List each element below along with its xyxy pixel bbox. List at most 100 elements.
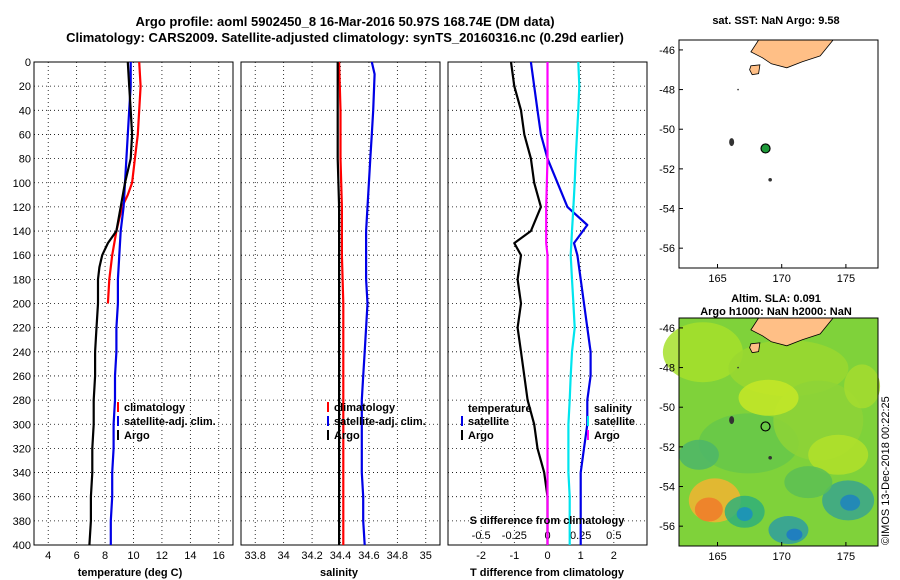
legend-temperature-title: temperature bbox=[468, 403, 532, 415]
map-x-tick-label: 175 bbox=[837, 551, 855, 563]
map-frame bbox=[678, 317, 879, 547]
map-y-tick-label: -48 bbox=[659, 363, 675, 375]
snares-islands bbox=[737, 88, 739, 91]
depth-tick-label: 320 bbox=[13, 443, 31, 455]
map-x-tick-label: 165 bbox=[708, 551, 726, 563]
series-line-climatology bbox=[338, 61, 345, 545]
map-x-tick-label: 165 bbox=[708, 273, 726, 285]
legend-argo-label: Argo bbox=[124, 430, 150, 442]
series-line-temperature-satellite bbox=[529, 61, 592, 545]
series-line-temperature-argo bbox=[509, 61, 549, 545]
x-tick-label: -1 bbox=[509, 550, 519, 562]
map-y-tick-label: -46 bbox=[659, 45, 675, 57]
sla-patch bbox=[698, 413, 799, 474]
map-top-title: sat. SST: NaN Argo: 9.58 bbox=[712, 15, 839, 27]
series-line-salinity-argo bbox=[545, 62, 549, 545]
difference-legend: temperature satellite Argo salinity sate… bbox=[461, 403, 635, 442]
depth-tick-label: 20 bbox=[19, 81, 31, 93]
depth-tick-label: 360 bbox=[13, 492, 31, 504]
legend-satellite-label: satellite-adj. clim. bbox=[334, 416, 426, 428]
x-tick-label: 16 bbox=[213, 550, 225, 562]
new-zealand-land bbox=[750, 39, 834, 69]
map-top: -46 -48 -50 -52 -54 -56 165 170 175 bbox=[659, 39, 879, 285]
x-tick-label: 6 bbox=[74, 550, 80, 562]
figure-title-line2: Climatology: CARS2009. Satellite-adjuste… bbox=[66, 30, 624, 45]
depth-tick-label: 120 bbox=[13, 202, 31, 214]
x-tick-label: 35 bbox=[420, 550, 432, 562]
depth-tick-label: 80 bbox=[19, 154, 31, 166]
imos-stamp: ©IMOS 13-Dec-2018 00:22:25 bbox=[880, 396, 892, 545]
x-tick-label: 0 bbox=[544, 550, 550, 562]
auckland-islands bbox=[729, 416, 735, 425]
depth-tick-label: 220 bbox=[13, 323, 31, 335]
new-zealand-land bbox=[750, 317, 834, 347]
x-tick-label: 8 bbox=[102, 550, 108, 562]
x-tick-label: 34 bbox=[278, 550, 290, 562]
map-x-tick-label: 170 bbox=[773, 273, 791, 285]
x-tick-label: 33.8 bbox=[245, 550, 266, 562]
salinity-panel: 33.8 34 34.2 34.4 34.6 34.8 35 bbox=[240, 61, 441, 562]
series-line-satellite-adj-clim- bbox=[109, 62, 132, 545]
depth-tick-label: 240 bbox=[13, 347, 31, 359]
depth-tick-label: 340 bbox=[13, 468, 31, 480]
depth-tick-label: 100 bbox=[13, 178, 31, 190]
sla-patch bbox=[840, 494, 861, 511]
map-y-tick-label: -54 bbox=[659, 204, 675, 216]
x2-tick-label: -0.5 bbox=[472, 530, 491, 542]
x-tick-label: 34.8 bbox=[387, 550, 408, 562]
map-x-tick-label: 175 bbox=[837, 273, 855, 285]
depth-tick-label: 300 bbox=[13, 419, 31, 431]
series-line-satellite-adj-clim- bbox=[360, 61, 376, 546]
sla-patch bbox=[736, 507, 753, 522]
argo-position-marker bbox=[760, 421, 771, 432]
depth-tick-label: 260 bbox=[13, 371, 31, 383]
sla-patch bbox=[768, 516, 809, 545]
sla-patch bbox=[738, 379, 799, 416]
depth-tick-label: 140 bbox=[13, 226, 31, 238]
x-tick-label: 34.2 bbox=[301, 550, 322, 562]
x-tick-label: 10 bbox=[127, 550, 139, 562]
map-bottom-title-line1: Altim. SLA: 0.091 bbox=[731, 293, 821, 305]
legend-t-argo-label: Argo bbox=[468, 430, 494, 442]
legend-salinity-title: salinity bbox=[594, 403, 633, 415]
map-y-tick-label: -48 bbox=[659, 85, 675, 97]
salinity-legend: climatology satellite-adj. clim. Argo bbox=[327, 402, 426, 442]
stewart-island bbox=[749, 342, 761, 354]
sla-patch bbox=[694, 497, 723, 522]
map-bottom-title-line2: Argo h1000: NaN h2000: NaN bbox=[700, 306, 852, 318]
x-tick-label: 34.6 bbox=[358, 550, 379, 562]
map-y-tick-label: -56 bbox=[659, 243, 675, 255]
x-tick-label: -2 bbox=[476, 550, 486, 562]
map-y-tick-label: -52 bbox=[659, 164, 675, 176]
map-y-tick-label: -52 bbox=[659, 442, 675, 454]
depth-tick-label: 0 bbox=[25, 57, 31, 69]
temperature-panel: 0 20 40 60 80 100 120 140 160 180 200 220 240 260 280 3… bbox=[13, 57, 234, 562]
series-line-argo bbox=[336, 62, 341, 545]
map-y-tick-label: -54 bbox=[659, 482, 675, 494]
sla-patch bbox=[786, 528, 803, 541]
salinity-xlabel: salinity bbox=[320, 567, 359, 579]
depth-tick-label: 280 bbox=[13, 395, 31, 407]
stewart-island bbox=[749, 64, 761, 76]
sla-patch bbox=[784, 466, 833, 499]
x-tick-label: 2 bbox=[611, 550, 617, 562]
difference-xlabel2: S difference from climatology bbox=[470, 515, 626, 527]
map-y-tick-label: -50 bbox=[659, 402, 675, 414]
x-tick-label: 12 bbox=[156, 550, 168, 562]
depth-tick-label: 60 bbox=[19, 129, 31, 141]
legend-climatology-label: climatology bbox=[334, 402, 396, 414]
depth-tick-label: 400 bbox=[13, 540, 31, 552]
depth-tick-label: 380 bbox=[13, 516, 31, 528]
legend-satellite-label: satellite-adj. clim. bbox=[124, 416, 216, 428]
temperature-xlabel: temperature (deg C) bbox=[78, 567, 183, 579]
difference-panel: -2 -1 0 1 2-0.5 -0.25 0 0.25 0.5 bbox=[447, 61, 648, 562]
x-tick-label: 1 bbox=[578, 550, 584, 562]
map-y-tick-label: -46 bbox=[659, 323, 675, 335]
snares-islands bbox=[737, 366, 739, 369]
sla-patch bbox=[678, 439, 719, 470]
depth-tick-label: 160 bbox=[13, 250, 31, 262]
map-frame bbox=[678, 39, 879, 269]
series-line-salinity-satellite bbox=[567, 61, 581, 545]
legend-s-argo-label: Argo bbox=[594, 430, 620, 442]
